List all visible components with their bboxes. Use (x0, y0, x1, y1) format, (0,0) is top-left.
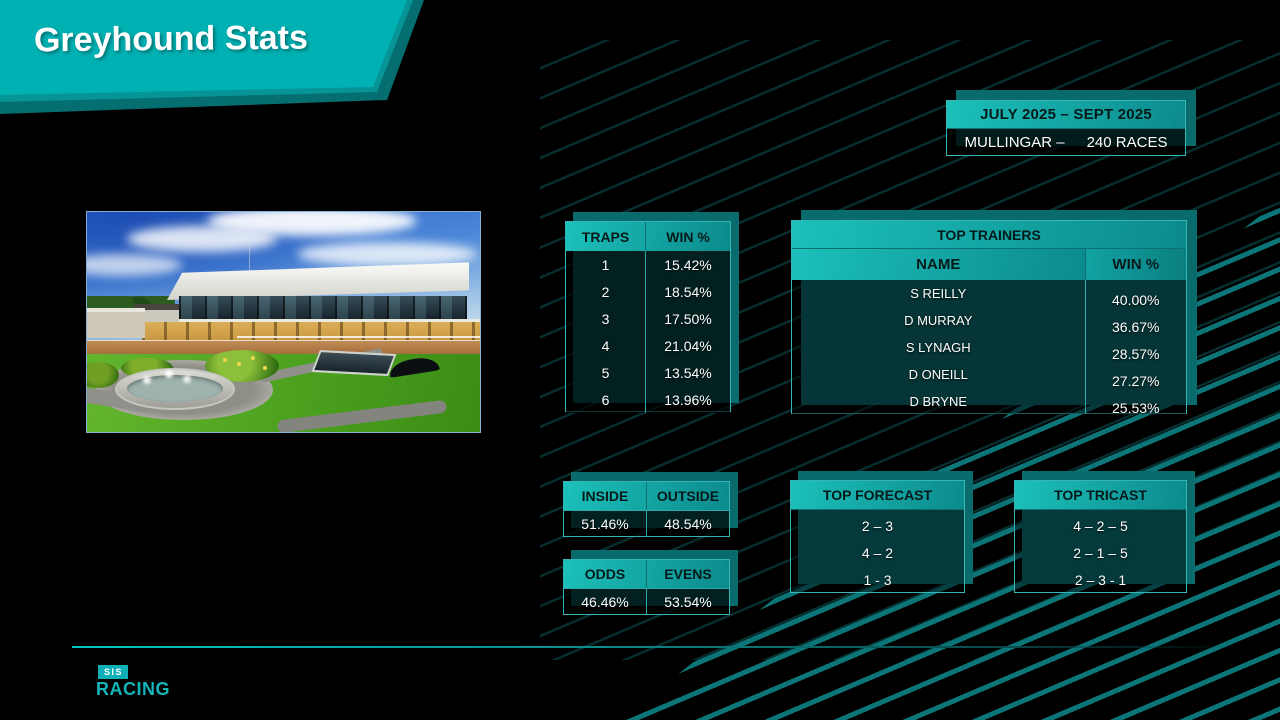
forecast-table: TOP FORECAST 2 – 3 4 – 2 1 - 3 (790, 480, 965, 593)
trainer-win-pct: 25.53% (1112, 399, 1160, 416)
table-row: 6 13.96% (566, 386, 730, 413)
antenna (249, 234, 250, 278)
forecast-combo: 1 - 3 (863, 571, 892, 588)
trap-number: 3 (601, 310, 610, 327)
trainers-header-row: NAME WIN % (792, 249, 1186, 280)
trainer-pcts-column: 40.00% 36.67% 28.57% 27.27% 25.53% (1084, 280, 1186, 416)
table-row: 2 18.54% (566, 278, 730, 305)
trap-win-pct: 21.04% (645, 332, 730, 359)
traps-header: TRAPS (581, 228, 630, 245)
grandstand-glass (179, 296, 467, 321)
track-rail (237, 336, 480, 338)
inside-header: INSIDE (581, 488, 629, 504)
fountain-jets (165, 370, 173, 378)
trainer-name: D ONEILL (908, 367, 968, 382)
inside-outside-table: INSIDE OUTSIDE 51.46% 48.54% (563, 481, 730, 537)
fountain-water (127, 375, 223, 402)
stadium-photo (86, 211, 481, 433)
odds-header: ODDS (584, 566, 626, 582)
table-row: 5 13.54% (566, 359, 730, 386)
forecast-combo: 4 – 2 (861, 544, 894, 561)
title-banner: Greyhound Stats (0, 0, 440, 130)
forecast-combo: 2 – 3 (861, 517, 894, 534)
race-track (87, 340, 480, 355)
table-row: 1 15.42% (566, 251, 730, 278)
cloud (127, 226, 277, 252)
trainer-name: S LYNAGH (905, 340, 971, 355)
trap-win-pct: 13.54% (645, 359, 730, 386)
trainer-names-column: S REILLY D MURRAY S LYNAGH D ONEILL D BR… (792, 280, 1085, 414)
win-pct-header: WIN % (1084, 249, 1186, 280)
cloud (87, 254, 182, 276)
trainer-name: D BRYNE (909, 394, 968, 409)
trainer-name: D MURRAY (904, 313, 973, 328)
table-row: 4 21.04% (566, 332, 730, 359)
period-label: JULY 2025 – SEPT 2025 (980, 106, 1152, 123)
outside-header: OUTSIDE (646, 482, 729, 510)
tricast-combo: 2 – 1 – 5 (1073, 544, 1128, 561)
win-pct-header: WIN % (645, 222, 730, 251)
table-row: 3 17.50% (566, 305, 730, 332)
traps-table: TRAPS WIN % 1 15.42% 2 18.54% 3 17.50% 4… (565, 221, 731, 413)
tricast-combo: 2 – 3 - 1 (1074, 571, 1127, 588)
period-box: JULY 2025 – SEPT 2025 MULLINGAR – 240 RA… (946, 100, 1186, 156)
races-count: 240 RACES (1086, 133, 1168, 151)
banner-face (0, 0, 407, 95)
trap-win-pct: 18.54% (645, 278, 730, 305)
grandstand-fascia (179, 319, 480, 322)
trainer-win-pct: 36.67% (1112, 318, 1160, 335)
trainers-body: S REILLY D MURRAY S LYNAGH D ONEILL D BR… (792, 280, 1186, 416)
tricast-combo: 4 – 2 – 5 (1073, 517, 1128, 534)
odds-value: 46.46% (581, 593, 629, 610)
trainer-win-pct: 40.00% (1112, 291, 1160, 308)
venue-label: MULLINGAR – (964, 133, 1065, 151)
annex-building (87, 308, 145, 338)
footer-divider (72, 646, 1240, 648)
evens-value: 53.54% (646, 589, 729, 614)
racing-logo-text: RACING (96, 679, 170, 699)
page-title: Greyhound Stats (33, 18, 309, 60)
trap-number: 5 (601, 364, 610, 381)
tricast-table: TOP TRICAST 4 – 2 – 5 2 – 1 – 5 2 – 3 - … (1014, 480, 1187, 593)
trap-win-pct: 13.96% (645, 386, 730, 413)
inside-value: 51.46% (581, 515, 629, 532)
name-header: NAME (792, 249, 1085, 280)
trainer-name: S REILLY (910, 286, 967, 301)
trap-number: 1 (601, 256, 610, 273)
trap-win-pct: 17.50% (645, 305, 730, 332)
tricast-title: TOP TRICAST (1015, 481, 1186, 510)
grandstand-wall (142, 322, 480, 342)
trap-win-pct: 15.42% (645, 251, 730, 278)
outside-value: 48.54% (646, 511, 729, 536)
evens-header: EVENS (646, 560, 729, 588)
trap-number: 6 (601, 391, 610, 408)
sis-logo: SIS (98, 665, 128, 679)
trainer-win-pct: 28.57% (1112, 345, 1160, 362)
trap-number: 2 (601, 283, 610, 300)
traps-header-row: TRAPS WIN % (566, 222, 730, 251)
forecast-title: TOP FORECAST (791, 481, 964, 510)
trainers-title: TOP TRAINERS (792, 221, 1186, 249)
trap-number: 4 (601, 337, 610, 354)
display-panels (311, 349, 397, 377)
cloud (297, 242, 477, 266)
odds-evens-table: ODDS EVENS 46.46% 53.54% (563, 559, 730, 615)
venue-row: MULLINGAR – 240 RACES (947, 129, 1185, 155)
trainer-win-pct: 27.27% (1112, 372, 1160, 389)
trainers-table: TOP TRAINERS NAME WIN % S REILLY D MURRA… (791, 220, 1187, 416)
bush (87, 362, 119, 388)
